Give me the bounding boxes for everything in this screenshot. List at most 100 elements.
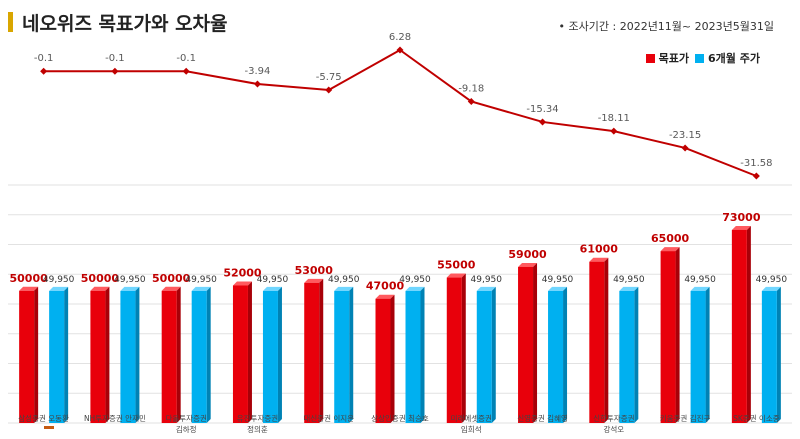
- target-value-label: 61000: [580, 243, 619, 256]
- target-bar-side: [247, 281, 252, 423]
- price-bar-top: [49, 286, 69, 291]
- price-bar: [49, 290, 65, 423]
- error-rate-label: -23.15: [669, 130, 701, 141]
- target-value-label: 50000: [81, 272, 120, 285]
- target-bar-top: [19, 286, 39, 291]
- target-bar-top: [90, 286, 110, 291]
- price-bar-side: [64, 286, 69, 423]
- target-bar: [660, 251, 676, 423]
- error-rate-point: [467, 97, 475, 105]
- target-value-label: 52000: [223, 266, 262, 279]
- price-bar-top: [761, 286, 781, 291]
- price-bar-top: [476, 286, 496, 291]
- price-bar: [120, 290, 136, 423]
- legend-swatch-target: [645, 53, 655, 63]
- target-bar: [518, 266, 534, 423]
- target-value-label: 50000: [9, 272, 48, 285]
- error-rate-point: [681, 144, 689, 152]
- price-bar: [690, 290, 706, 423]
- error-rate-point: [111, 67, 119, 75]
- category-label: 강석오: [603, 424, 624, 434]
- chart-title: 네오위즈 목표가와 오차율: [22, 13, 228, 35]
- target-bar-side: [604, 257, 609, 423]
- legend-label-target: 목표가: [658, 52, 690, 65]
- price-bar-top: [690, 286, 710, 291]
- target-bar: [232, 285, 248, 423]
- price-bar-side: [563, 286, 568, 423]
- error-rate-label: 6.28: [389, 32, 411, 43]
- target-bar-top: [518, 262, 538, 267]
- target-bar: [161, 290, 177, 423]
- error-rate-label: -3.94: [245, 66, 271, 77]
- category-label: 대신증권 이지은: [303, 413, 354, 423]
- category-label: 임희석: [461, 424, 482, 434]
- error-rate-point: [752, 172, 760, 180]
- error-rate-label: -0.1: [105, 53, 125, 64]
- price-bar-top: [619, 286, 639, 291]
- price-bar: [619, 290, 635, 423]
- legend: 목표가 6개월 주가: [645, 50, 760, 66]
- target-bar-side: [176, 286, 181, 423]
- price-bar-top: [120, 286, 140, 291]
- target-bar: [19, 290, 35, 423]
- price-bar-side: [277, 286, 282, 423]
- target-bar-top: [731, 225, 751, 230]
- category-label: 미래에셋증권: [451, 414, 492, 423]
- target-value-label: 59000: [508, 248, 547, 261]
- error-rate-label: -31.58: [740, 158, 772, 169]
- error-rate-label: -9.18: [458, 83, 484, 94]
- target-bar: [304, 282, 320, 423]
- target-bar-side: [319, 278, 324, 423]
- target-value-label: 65000: [651, 232, 690, 245]
- category-label: 삼성증권 오동환: [18, 413, 69, 423]
- target-bar: [90, 290, 106, 423]
- error-rate-point: [253, 80, 261, 88]
- price-value-label: 49,950: [756, 275, 788, 285]
- error-rate-label: -0.1: [34, 53, 54, 64]
- target-bar-side: [746, 225, 751, 423]
- error-rate-label: -0.1: [176, 53, 196, 64]
- target-bar: [375, 298, 391, 423]
- price-value-label: 49,950: [185, 275, 217, 285]
- target-value-label: 73000: [722, 211, 761, 224]
- category-label: 신한투자증권: [593, 414, 634, 423]
- price-bar: [405, 290, 421, 423]
- category-label: 상상인증권 최승호: [371, 413, 429, 423]
- price-bar-side: [634, 286, 639, 423]
- price-value-label: 49,950: [471, 275, 503, 285]
- error-rate-label: -15.34: [526, 104, 558, 115]
- price-bar-side: [349, 286, 354, 423]
- error-rate-label: -18.11: [598, 113, 630, 124]
- target-bar-side: [533, 262, 538, 423]
- target-value-label: 55000: [437, 259, 476, 272]
- price-bar-side: [206, 286, 211, 423]
- price-bar: [191, 290, 207, 423]
- error-rate-point: [396, 46, 404, 54]
- price-bar-top: [262, 286, 282, 291]
- target-value-label: 47000: [366, 280, 405, 293]
- target-bar-top: [375, 294, 395, 299]
- target-bar-top: [304, 278, 324, 283]
- price-value-label: 49,950: [257, 275, 289, 285]
- target-bar-top: [660, 247, 680, 252]
- price-bar-side: [705, 286, 710, 423]
- target-bar: [589, 261, 605, 423]
- error-rate-point: [610, 127, 618, 135]
- target-bar-side: [675, 247, 680, 423]
- target-value-label: 50000: [152, 272, 191, 285]
- price-bar: [476, 290, 492, 423]
- survey-period: • 조사기간 : 2022년11월~ 2023년5월31일: [558, 20, 774, 33]
- price-value-label: 49,950: [399, 275, 431, 285]
- error-rate-point: [40, 67, 48, 75]
- target-bar: [446, 277, 462, 423]
- category-label: 신영증권 김혜영: [517, 413, 568, 423]
- target-value-label: 53000: [295, 264, 334, 277]
- target-bar-top: [589, 257, 609, 262]
- price-bar-top: [405, 286, 425, 291]
- price-bar-side: [491, 286, 496, 423]
- error-rate-point: [539, 118, 547, 126]
- error-rate-point: [325, 86, 333, 94]
- target-bar-top: [161, 286, 181, 291]
- legend-label-price: 6개월 주가: [708, 52, 760, 65]
